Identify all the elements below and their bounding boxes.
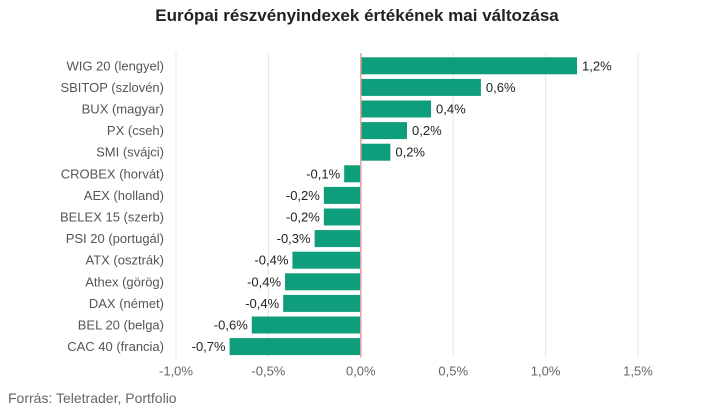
x-tick-label: 1,5% (623, 363, 653, 378)
value-label: -0,2% (286, 188, 320, 203)
category-label: Athex (görög) (85, 274, 164, 289)
category-label: WIG 20 (lengyel) (66, 58, 164, 73)
chart-title: Európai részvényindexek értékének mai vá… (155, 6, 559, 25)
x-tick-label: 1,0% (531, 363, 561, 378)
value-label: -0,4% (254, 253, 288, 268)
category-label: ATX (osztrák) (86, 253, 165, 268)
x-tick-label: -0,5% (251, 363, 285, 378)
grid-lines (175, 53, 639, 358)
x-tick-label: 0,0% (346, 363, 376, 378)
value-label: 0,4% (436, 102, 466, 117)
category-label: BUX (magyar) (82, 102, 164, 117)
bar (314, 230, 361, 248)
bar (323, 186, 361, 204)
bar (292, 251, 361, 269)
category-label: DAX (német) (89, 296, 164, 311)
bars (229, 57, 578, 356)
category-label: BELEX 15 (szerb) (60, 210, 164, 225)
category-label: SBITOP (szlovén) (60, 80, 164, 95)
bar (229, 338, 361, 356)
bar (251, 316, 361, 334)
value-label: -0,7% (192, 339, 226, 354)
value-label: 0,2% (412, 123, 442, 138)
value-label: 0,2% (395, 145, 425, 160)
value-label: -0,2% (286, 210, 320, 225)
bar (360, 78, 481, 96)
category-label: PSI 20 (portugál) (66, 231, 164, 246)
bar (323, 208, 361, 226)
value-label: 1,2% (582, 58, 612, 73)
category-label: PX (cseh) (107, 123, 164, 138)
bar-chart: -1,0% -0,5% 0,0% 0,5% 1,0% 1,5% WIG 20 (lengye… (60, 53, 653, 378)
source-note: Forrás: Teletrader, Portfolio (8, 390, 177, 406)
category-label: CROBEX (horvát) (61, 166, 164, 181)
bar (283, 294, 361, 312)
value-label: -0,4% (245, 296, 279, 311)
category-label: AEX (holland) (84, 188, 164, 203)
bar (360, 122, 407, 140)
x-tick-label: -1,0% (159, 363, 193, 378)
bar (285, 273, 361, 291)
value-label: -0,1% (306, 166, 340, 181)
x-tick-label: 0,5% (438, 363, 468, 378)
labels: -1,0% -0,5% 0,0% 0,5% 1,0% 1,5% WIG 20 (lengye… (60, 58, 653, 378)
value-label: -0,6% (214, 318, 248, 333)
bar (360, 57, 578, 75)
value-label: -0,4% (247, 274, 281, 289)
bar (344, 165, 361, 183)
value-label: -0,3% (277, 231, 311, 246)
bar (360, 100, 432, 118)
category-label: SMI (svájci) (96, 145, 164, 160)
value-label: 0,6% (486, 80, 516, 95)
category-label: CAC 40 (francia) (67, 339, 164, 354)
category-label: BEL 20 (belga) (78, 318, 164, 333)
bar (360, 143, 391, 161)
